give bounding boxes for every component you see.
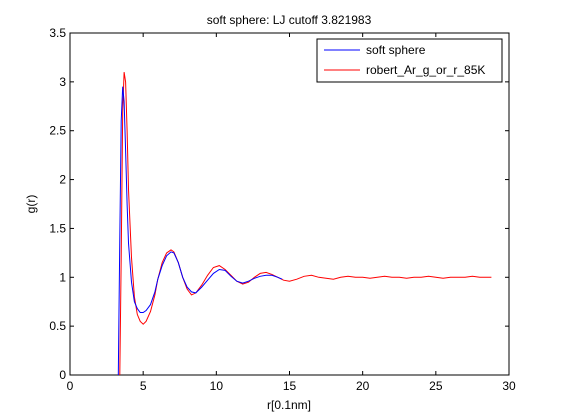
- x-tick-label: 15: [283, 379, 297, 393]
- axis-ticks: 0 5 10 15 20 25 30 0 0.5 1 1.5 2 2.5 3 3.5: [49, 26, 516, 393]
- legend-label-soft-sphere: soft sphere: [366, 43, 426, 57]
- legend: soft sphere robert_Ar_g_or_r_85K: [316, 38, 503, 83]
- x-tick-label: 10: [210, 379, 224, 393]
- x-axis-label: r[0.1nm]: [267, 398, 311, 412]
- y-tick-label: 1: [59, 270, 66, 284]
- chart-title: soft sphere: LJ cutoff 3.821983: [207, 13, 372, 27]
- plot-area: [69, 32, 510, 376]
- legend-box: [316, 38, 503, 83]
- y-axis-label: g(r): [24, 195, 38, 214]
- y-tick-label: 2: [59, 173, 66, 187]
- x-tick-label: 0: [67, 379, 74, 393]
- y-tick-label: 1.5: [49, 221, 66, 235]
- series-line-soft-sphere: [117, 86, 283, 376]
- y-tick-label: 0: [59, 368, 66, 382]
- y-tick-label: 3: [59, 75, 66, 89]
- y-tick-label: 2.5: [49, 124, 66, 138]
- x-tick-label: 5: [140, 379, 147, 393]
- y-tick-label: 3.5: [49, 26, 66, 40]
- x-tick-label: 30: [502, 379, 516, 393]
- series-line-robert-ar: [119, 72, 492, 376]
- series-group: [117, 72, 492, 376]
- x-tick-label: 20: [356, 379, 370, 393]
- y-tick-label: 0.5: [49, 319, 66, 333]
- legend-label-robert-ar: robert_Ar_g_or_r_85K: [366, 63, 485, 77]
- x-tick-label: 25: [429, 379, 443, 393]
